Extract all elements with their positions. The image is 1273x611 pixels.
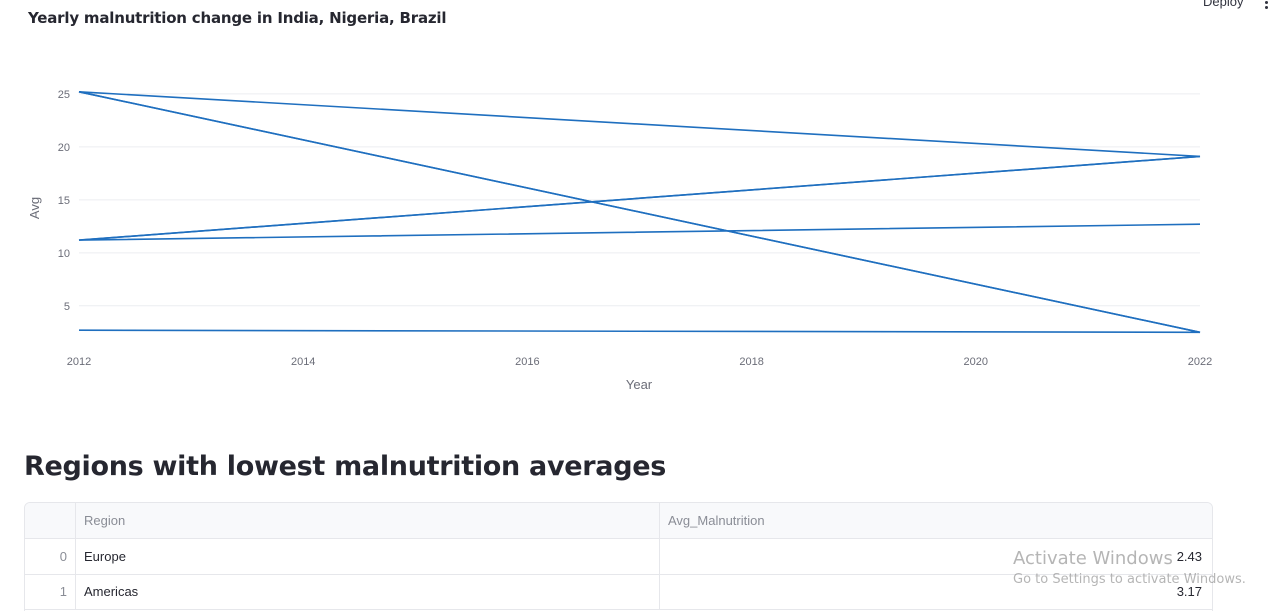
- table-header-row: Region Avg_Malnutrition: [25, 503, 1212, 539]
- row-index: 1: [25, 574, 76, 609]
- region-cell[interactable]: Europe: [76, 539, 660, 574]
- chart-title: Yearly malnutrition change in India, Nig…: [28, 9, 447, 27]
- series-line-segment: [78, 155, 1201, 241]
- index-header: [25, 503, 76, 538]
- x-tick-label: 2018: [739, 356, 763, 368]
- avg-malnutrition-cell[interactable]: 2.43: [1176, 549, 1202, 564]
- y-tick-label: 10: [58, 248, 70, 260]
- x-tick-label: 2012: [67, 356, 91, 368]
- y-axis-title: Avg: [27, 197, 42, 219]
- section-heading: Regions with lowest malnutrition average…: [24, 451, 667, 482]
- row-index: 0: [25, 539, 76, 574]
- deploy-button[interactable]: Deploy: [1203, 0, 1243, 9]
- dataframe-table[interactable]: Region Avg_Malnutrition 0 Europe 2.43 1 …: [24, 502, 1213, 611]
- line-chart: 5 10 15 20 25 2012 2014 2016 2018 2020 2022 Year A…: [27, 89, 1212, 392]
- x-tick-label: 2022: [1188, 356, 1212, 368]
- x-axis-title: Year: [626, 377, 653, 392]
- vertical-dots-icon[interactable]: [1262, 0, 1272, 10]
- column-header-avg-malnutrition[interactable]: Avg_Malnutrition: [668, 513, 765, 528]
- series-line: [78, 91, 1201, 334]
- y-tick-label: 15: [58, 195, 70, 207]
- table-row[interactable]: 0 Europe 2.43: [25, 539, 1212, 575]
- table-row[interactable]: 1 Americas 3.17: [25, 574, 1212, 610]
- region-cell[interactable]: Americas: [76, 574, 660, 609]
- column-header-region[interactable]: Region: [76, 503, 660, 538]
- x-tick-label: 2016: [515, 356, 539, 368]
- x-tick-label: 2020: [964, 356, 988, 368]
- series-line-segment: [78, 91, 1201, 334]
- x-tick-label: 2014: [291, 356, 315, 368]
- y-tick-label: 25: [58, 89, 70, 101]
- y-tick-label: 5: [64, 301, 70, 313]
- avg-malnutrition-cell[interactable]: 3.17: [1176, 584, 1202, 599]
- y-tick-label: 20: [58, 142, 70, 154]
